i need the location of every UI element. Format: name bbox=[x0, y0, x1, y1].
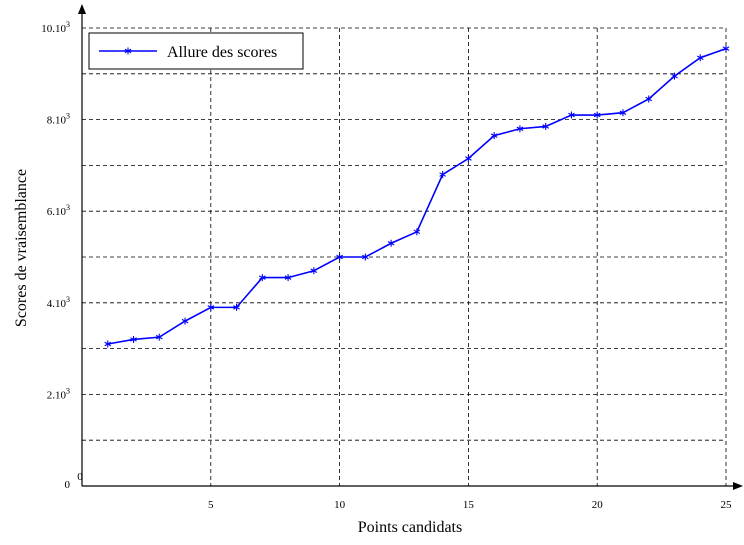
data-point bbox=[516, 125, 524, 133]
y-tick-label: 4.103 bbox=[47, 295, 70, 310]
data-point bbox=[310, 267, 318, 275]
data-point bbox=[490, 132, 498, 140]
x-tick-label: 15 bbox=[463, 499, 475, 511]
data-point bbox=[413, 228, 421, 236]
tick-labels: 0 5 10 15 20 25 0 2.103 4.103 6.103 8.103 10.103 bbox=[41, 20, 732, 511]
y-tick-label: 8.103 bbox=[47, 112, 70, 127]
data-point bbox=[259, 274, 266, 282]
y-tick-label: 0 bbox=[65, 479, 71, 491]
data-point bbox=[155, 333, 163, 341]
data-point bbox=[362, 253, 369, 261]
axes bbox=[78, 4, 743, 490]
data-point bbox=[593, 111, 601, 119]
data-point bbox=[207, 303, 215, 311]
data-point bbox=[568, 111, 575, 119]
data-point bbox=[130, 335, 137, 343]
y-axis-title: Scores de vraisemblance bbox=[13, 169, 30, 327]
y-tick-label: 10.103 bbox=[41, 20, 70, 35]
x-tick-label: 0 bbox=[77, 471, 83, 483]
legend-label: Allure des scores bbox=[167, 44, 277, 61]
data-point bbox=[284, 274, 292, 282]
legend: Allure des scores bbox=[88, 32, 304, 70]
data-point bbox=[439, 171, 446, 179]
data-point bbox=[696, 54, 704, 62]
y-tick-label: 6.103 bbox=[47, 203, 70, 218]
data-point bbox=[465, 155, 472, 163]
data-point bbox=[722, 45, 730, 53]
data-point bbox=[181, 317, 189, 325]
legend-asterisk bbox=[124, 47, 132, 55]
legend-marker-asterisk bbox=[124, 47, 132, 55]
data-point bbox=[645, 95, 653, 103]
data-point bbox=[104, 340, 112, 348]
data-point bbox=[619, 109, 627, 117]
y-tick-label: 2.103 bbox=[47, 386, 70, 401]
series-line bbox=[107, 47, 727, 345]
data-point bbox=[336, 253, 343, 261]
data-point bbox=[671, 72, 678, 80]
series bbox=[104, 45, 730, 348]
x-tick-label: 20 bbox=[592, 499, 604, 511]
x-axis-arrow bbox=[733, 482, 743, 490]
x-tick-label: 5 bbox=[208, 499, 214, 511]
x-tick-label: 25 bbox=[721, 499, 733, 511]
x-axis-title: Points candidats bbox=[358, 519, 462, 536]
y-axis-arrow bbox=[78, 4, 86, 14]
grid bbox=[82, 27, 727, 486]
data-point bbox=[387, 239, 395, 247]
x-tick-label: 10 bbox=[334, 499, 346, 511]
data-point bbox=[542, 122, 549, 130]
data-point bbox=[233, 303, 240, 311]
